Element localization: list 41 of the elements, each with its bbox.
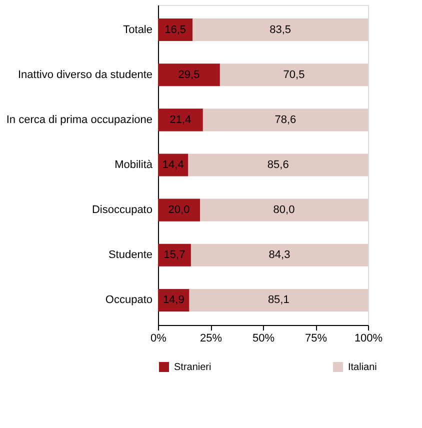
bar xyxy=(158,198,200,222)
bar xyxy=(192,18,368,42)
data-label: 85,1 xyxy=(268,294,290,306)
data-label: 84,3 xyxy=(268,249,290,262)
bar xyxy=(200,198,368,222)
bar xyxy=(190,244,368,266)
data-label: 70,5 xyxy=(283,68,305,81)
x-tick-label: 50% xyxy=(252,332,275,344)
bar xyxy=(188,154,368,176)
data-label: 16,5 xyxy=(164,24,186,36)
legend-label: Stranieri xyxy=(174,362,212,373)
data-label: 20,0 xyxy=(168,204,190,216)
bar xyxy=(189,288,368,312)
data-label: 21,4 xyxy=(170,114,192,126)
x-tick-label: 100% xyxy=(354,332,383,344)
x-tick-label: 0% xyxy=(150,332,167,344)
legend-label: Italiani xyxy=(348,362,377,373)
bar xyxy=(220,64,368,86)
data-label: 80,0 xyxy=(273,204,295,216)
data-label: 85,6 xyxy=(267,159,289,171)
x-tick-label: 75% xyxy=(304,332,328,344)
data-label: 14,4 xyxy=(162,159,184,171)
x-tick-label: 25% xyxy=(200,332,222,344)
data-label: 15,7 xyxy=(164,249,186,262)
bar xyxy=(158,244,191,266)
bar xyxy=(158,288,190,312)
y-tick-label: Studente xyxy=(108,249,152,262)
data-label: 14,9 xyxy=(162,294,184,306)
bar xyxy=(202,108,368,132)
bar xyxy=(158,154,188,176)
y-tick-label: Totale xyxy=(123,24,152,36)
y-tick-label: Inattivo diverso da studente xyxy=(18,68,152,81)
data-label: 78,6 xyxy=(274,114,296,126)
y-tick-label: Mobilità xyxy=(114,159,154,171)
bar xyxy=(158,64,220,86)
data-label: 29,5 xyxy=(178,68,200,81)
data-label: 83,5 xyxy=(270,24,292,36)
y-tick-label: Disoccupato xyxy=(92,204,152,216)
bar xyxy=(158,108,203,132)
y-tick-label: In cerca di prima occupazione xyxy=(6,114,152,126)
y-tick-label: Occupato xyxy=(105,294,152,306)
